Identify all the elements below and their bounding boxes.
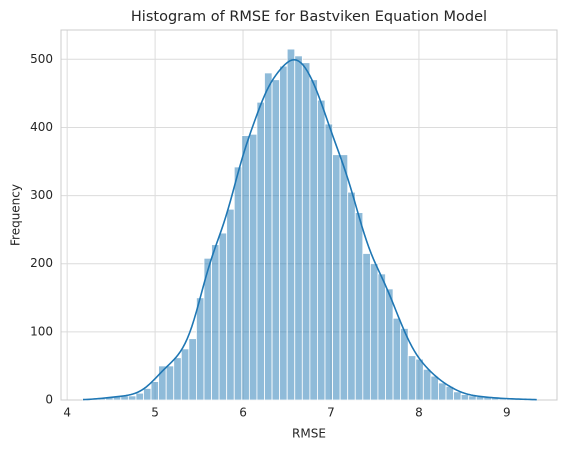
bar — [256, 101, 265, 401]
bar — [400, 328, 409, 401]
bar — [218, 232, 228, 401]
x-tick-label: 5 — [151, 406, 159, 420]
x-tick-label: 4 — [63, 406, 71, 420]
bar — [369, 263, 379, 401]
kde-line — [82, 58, 537, 401]
bar — [422, 368, 432, 401]
bar — [248, 133, 258, 401]
bar — [362, 253, 371, 401]
bar — [165, 365, 175, 401]
y-tick-label: 400 — [30, 120, 53, 134]
bar — [377, 273, 386, 401]
bar — [347, 191, 356, 401]
y-tick-label: 100 — [30, 324, 53, 338]
x-tick-label: 9 — [503, 406, 511, 420]
bar — [301, 62, 311, 401]
bar — [279, 65, 288, 401]
bar — [180, 348, 190, 401]
bar — [143, 388, 152, 401]
bar — [392, 317, 402, 401]
bar — [339, 154, 349, 401]
bar — [286, 48, 296, 401]
bar — [354, 212, 364, 401]
x-tick-label: 7 — [327, 406, 335, 420]
bar — [150, 381, 160, 401]
x-tick-label: 8 — [415, 406, 423, 420]
x-tick-label: 6 — [239, 406, 247, 420]
bar — [233, 166, 243, 401]
bar — [317, 99, 326, 401]
y-tick-label: 300 — [30, 188, 53, 202]
bar — [453, 391, 462, 401]
bar — [211, 244, 220, 401]
bar — [188, 338, 197, 401]
bar — [127, 395, 137, 401]
y-axis-label: Frequency — [9, 184, 23, 246]
bar — [438, 382, 447, 401]
bar — [332, 154, 341, 401]
bar — [385, 288, 394, 401]
bar — [241, 135, 250, 401]
bar — [135, 392, 144, 401]
bar — [294, 55, 303, 401]
bar — [226, 208, 235, 401]
bar — [196, 297, 205, 401]
bar — [173, 357, 182, 401]
bar — [430, 375, 439, 401]
bar — [415, 358, 424, 401]
y-tick-label: 0 — [45, 393, 53, 407]
bar — [407, 355, 417, 401]
bar — [309, 79, 318, 401]
chart-title: Histogram of RMSE for Bastviken Equation… — [131, 9, 487, 25]
bar — [271, 79, 281, 401]
bar — [460, 394, 470, 401]
bar — [264, 72, 273, 401]
x-axis-label: RMSE — [292, 427, 326, 441]
y-tick-label: 500 — [30, 52, 53, 66]
y-tick-label: 200 — [30, 256, 53, 270]
bar — [324, 123, 333, 401]
